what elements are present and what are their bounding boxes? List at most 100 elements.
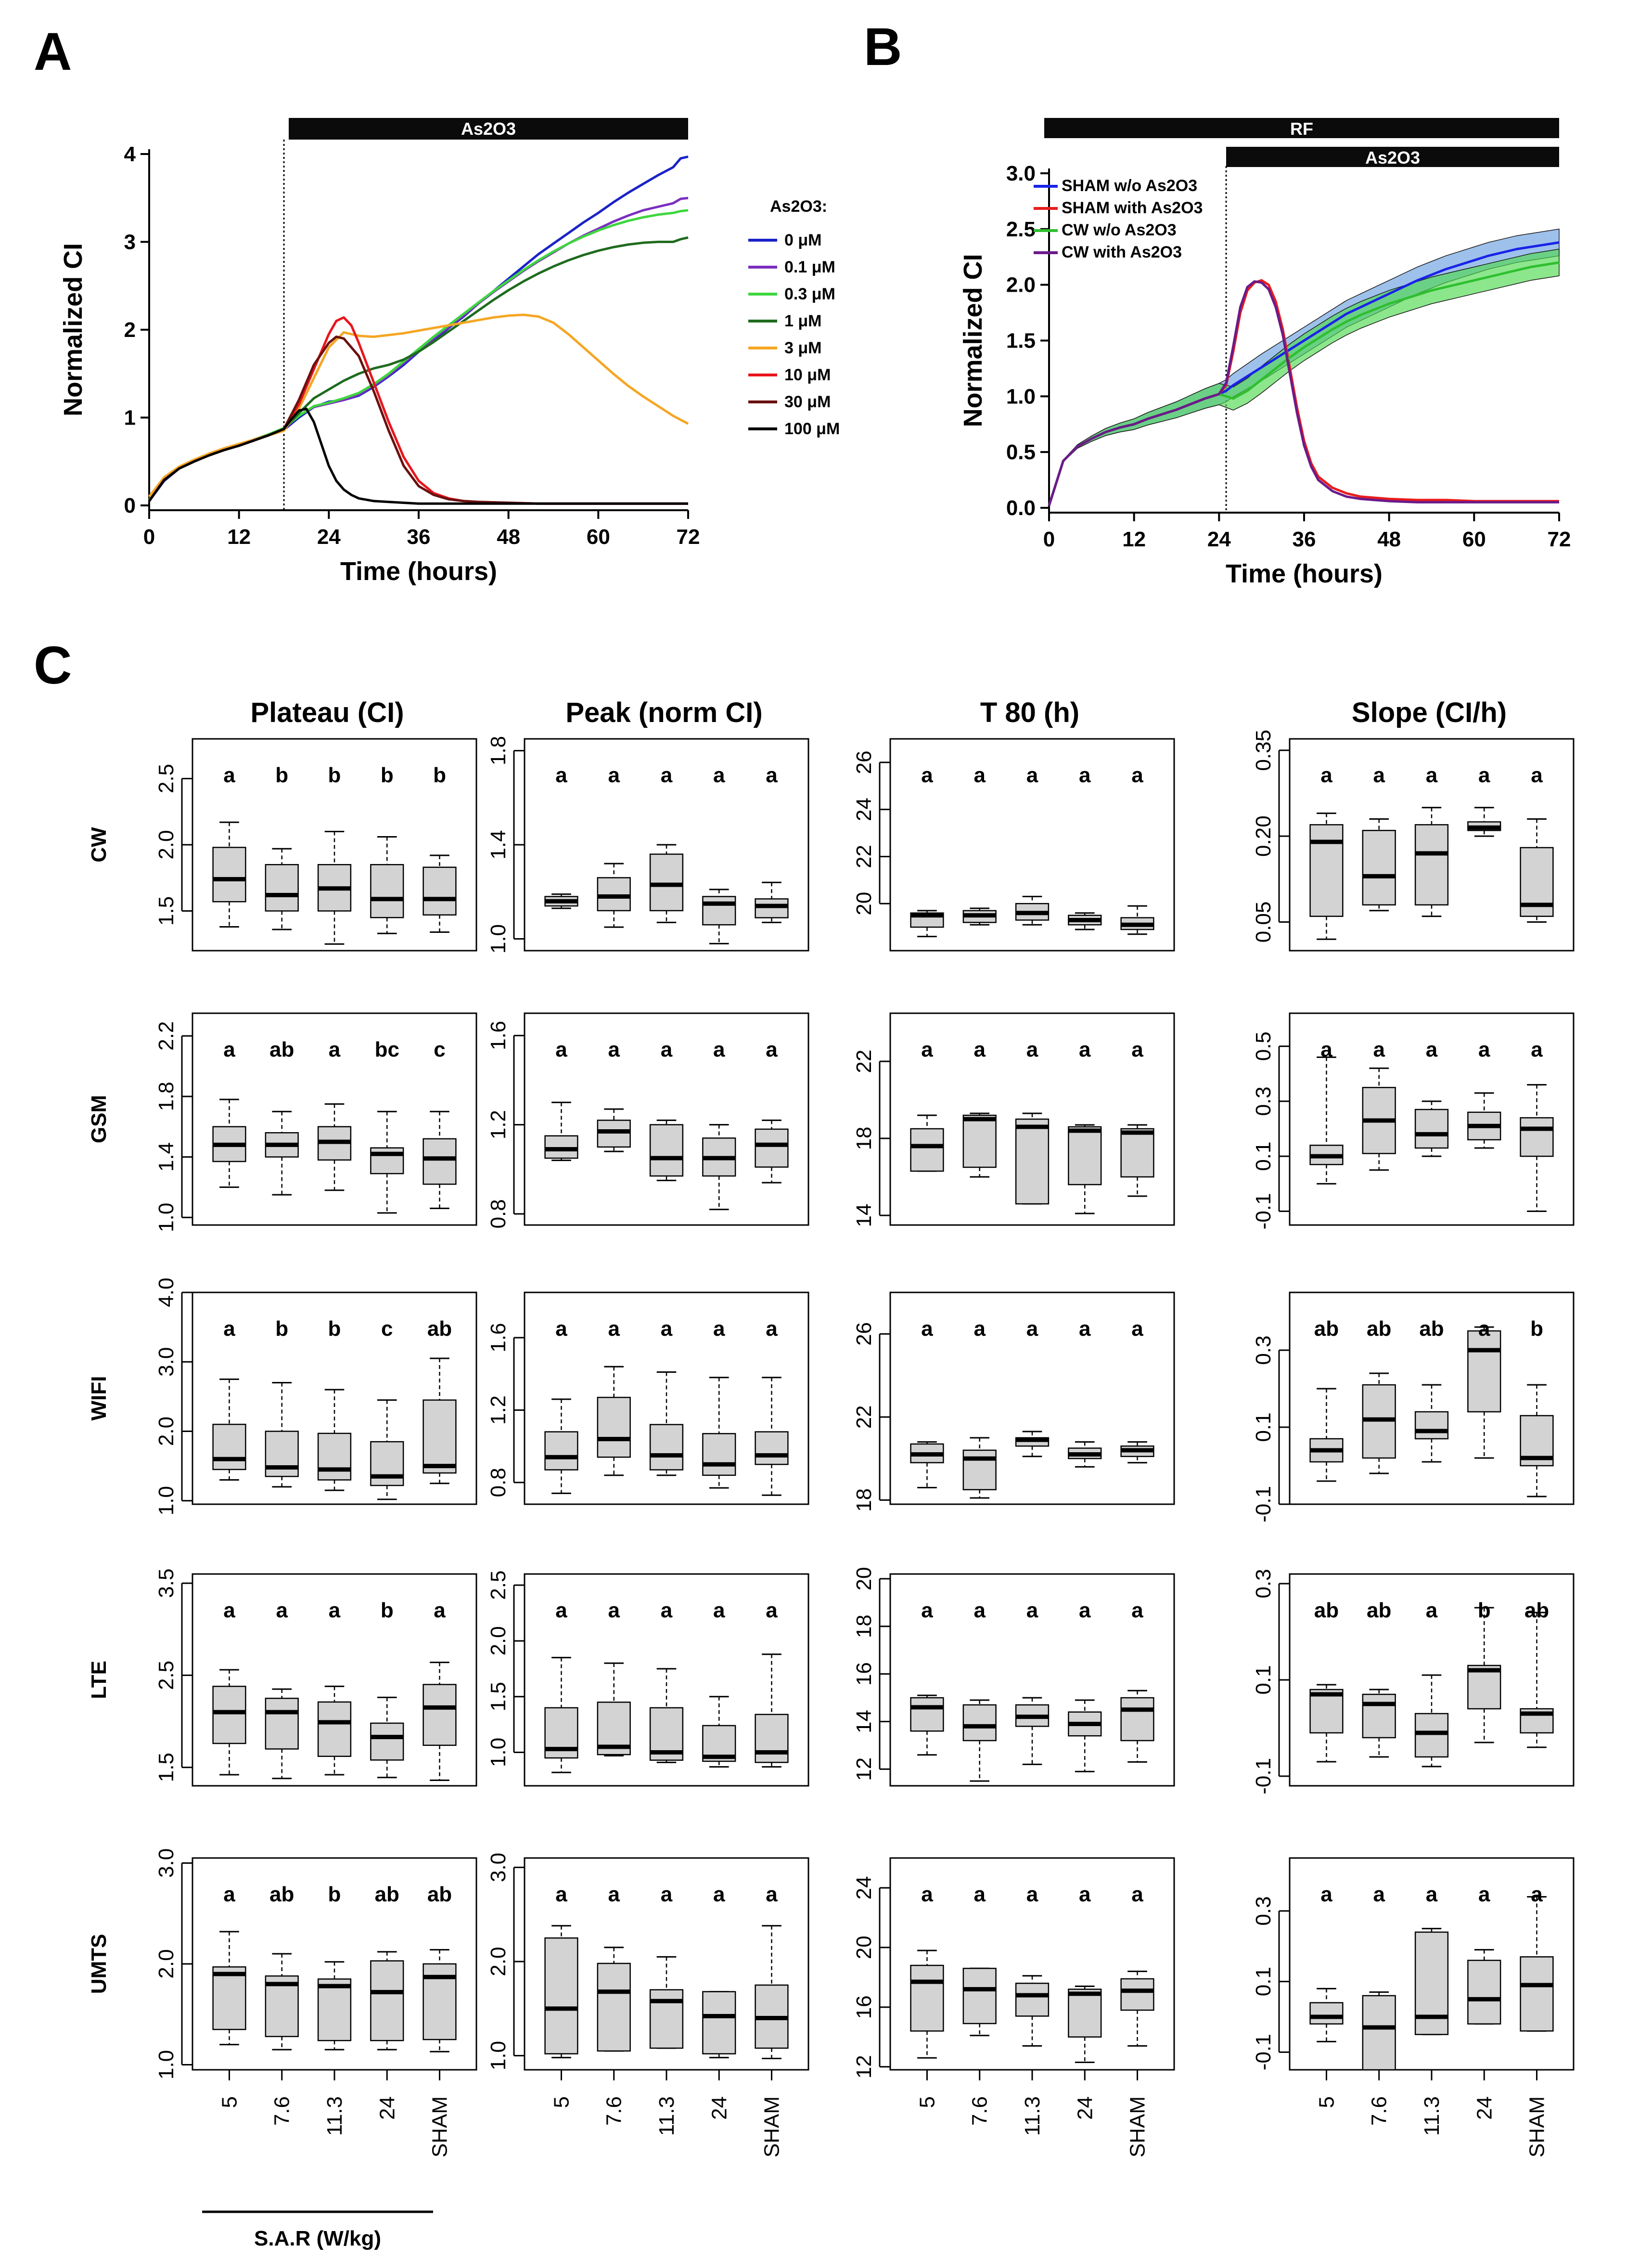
- y-tick-label: 1.5: [154, 896, 178, 926]
- row-label: GSM: [87, 1095, 111, 1143]
- box: [1414, 1931, 1449, 2035]
- box: [1520, 1117, 1554, 1157]
- box: [1309, 1689, 1344, 1734]
- box: [265, 1431, 299, 1477]
- column-title: Slope (CI/h): [1352, 697, 1507, 728]
- boxplot-panel: 1.5 2.0 2.5 a b b b b: [154, 738, 477, 952]
- x-tick-label: 48: [1377, 528, 1401, 551]
- x-tick-label: 7.6: [270, 2096, 294, 2126]
- y-tick-label: 0.05: [1252, 902, 1275, 943]
- box: [370, 1960, 404, 2041]
- x-tick-label: 72: [1548, 528, 1571, 551]
- significance-letter: a: [921, 1599, 933, 1622]
- y-tick-label: 1: [124, 406, 136, 430]
- box: [423, 1399, 457, 1474]
- box: [423, 866, 457, 916]
- significance-letter: a: [1026, 1883, 1038, 1906]
- box: [755, 1431, 789, 1465]
- y-tick-label: 22: [852, 845, 876, 868]
- legend-entry: CW w/o As2O3: [1062, 221, 1177, 239]
- significance-letter: a: [921, 763, 933, 787]
- significance-letter: ab: [1524, 1599, 1549, 1622]
- row-label: UMTS: [87, 1934, 111, 1994]
- significance-letter: a: [1026, 763, 1038, 787]
- significance-letter: b: [381, 763, 394, 787]
- y-tick-label: 2.2: [154, 1021, 178, 1051]
- plot-frame: [889, 738, 1175, 952]
- boxplot-panel: 1.0 2.0 3.0 a 5 ab 7.6 b 11.3 ab 24 ab SHAM: [154, 1848, 477, 2157]
- y-tick-label: 2.0: [487, 1947, 510, 1976]
- significance-letter: a: [1320, 1883, 1332, 1906]
- box: [1309, 2002, 1344, 2025]
- x-tick-label: 48: [497, 525, 520, 549]
- box: [423, 1684, 457, 1746]
- rf-bar: [1044, 118, 1559, 138]
- y-tick-label: 0: [124, 494, 136, 517]
- box: [910, 1128, 944, 1172]
- y-tick-label: 1.6: [487, 1323, 510, 1352]
- significance-letter: a: [329, 1599, 341, 1622]
- significance-letter: a: [1373, 763, 1385, 787]
- y-tick-label: 0.8: [487, 1468, 510, 1497]
- box: [370, 1147, 404, 1174]
- box: [962, 1449, 997, 1491]
- legend-entry: 3 μM: [784, 339, 821, 357]
- y-tick-label: 3.0: [154, 1848, 178, 1878]
- y-tick-label: 0.3: [1252, 1335, 1275, 1365]
- x-tick-label: 60: [587, 525, 610, 549]
- significance-letter: a: [608, 1317, 620, 1341]
- y-tick-label: 1.6: [487, 1021, 510, 1050]
- box: [265, 864, 299, 912]
- significance-letter: b: [1478, 1599, 1491, 1622]
- significance-letter: a: [1131, 1599, 1143, 1622]
- significance-letter: a: [1131, 1038, 1143, 1061]
- box: [544, 1135, 578, 1159]
- x-tick-label: 0: [143, 525, 155, 549]
- legend-entry: SHAM with As2O3: [1062, 199, 1203, 217]
- y-tick-label: 0.1: [1252, 1967, 1275, 1996]
- box: [1362, 830, 1396, 906]
- significance-letter: b: [328, 1883, 341, 1906]
- boxplot-panel: 12 14 16 18 20 a a a a a: [852, 1567, 1175, 1787]
- panel-label-c: C: [34, 636, 72, 695]
- significance-letter: a: [1131, 763, 1143, 787]
- series-line: [1048, 280, 1559, 506]
- legend-entry: SHAM w/o As2O3: [1062, 177, 1197, 195]
- y-tick-label: 0.1: [1252, 1142, 1275, 1171]
- y-tick-label: 12: [852, 1757, 876, 1781]
- box: [1467, 1960, 1501, 2025]
- box: [317, 1701, 352, 1757]
- significance-letter: a: [973, 1038, 986, 1061]
- significance-letter: ab: [427, 1317, 452, 1341]
- significance-letter: b: [433, 763, 446, 787]
- box: [1362, 1995, 1396, 2071]
- significance-letter: a: [766, 1883, 778, 1906]
- y-tick-label: 0.3: [1252, 1569, 1275, 1598]
- box: [597, 1396, 631, 1458]
- box: [1120, 1978, 1154, 2011]
- boxplot-panel: 18 22 26 a a a a a: [852, 1291, 1175, 1512]
- y-tick-label: 2.5: [487, 1571, 510, 1600]
- row-label: LTE: [87, 1661, 111, 1699]
- significance-letter: a: [555, 763, 567, 787]
- box: [1414, 1411, 1449, 1440]
- significance-letter: a: [713, 1038, 725, 1061]
- box: [212, 1686, 246, 1744]
- row-label: WIFI: [87, 1376, 111, 1421]
- significance-letter: a: [921, 1317, 933, 1341]
- y-tick-label: 1.2: [487, 1110, 510, 1139]
- significance-letter: a: [973, 1599, 986, 1622]
- y-tick-label: 1.8: [154, 1082, 178, 1111]
- box: [597, 1962, 631, 2052]
- y-tick-label: -0.1: [1252, 1486, 1275, 1523]
- box: [1414, 1109, 1449, 1149]
- series-line: [148, 316, 688, 505]
- box: [370, 1722, 404, 1761]
- box: [1068, 1988, 1102, 2038]
- legend-title: As2O3:: [770, 197, 827, 216]
- significance-letter: b: [328, 1317, 341, 1341]
- y-tick-label: 1.0: [487, 924, 510, 954]
- y-tick-label: 1.0: [1006, 385, 1036, 408]
